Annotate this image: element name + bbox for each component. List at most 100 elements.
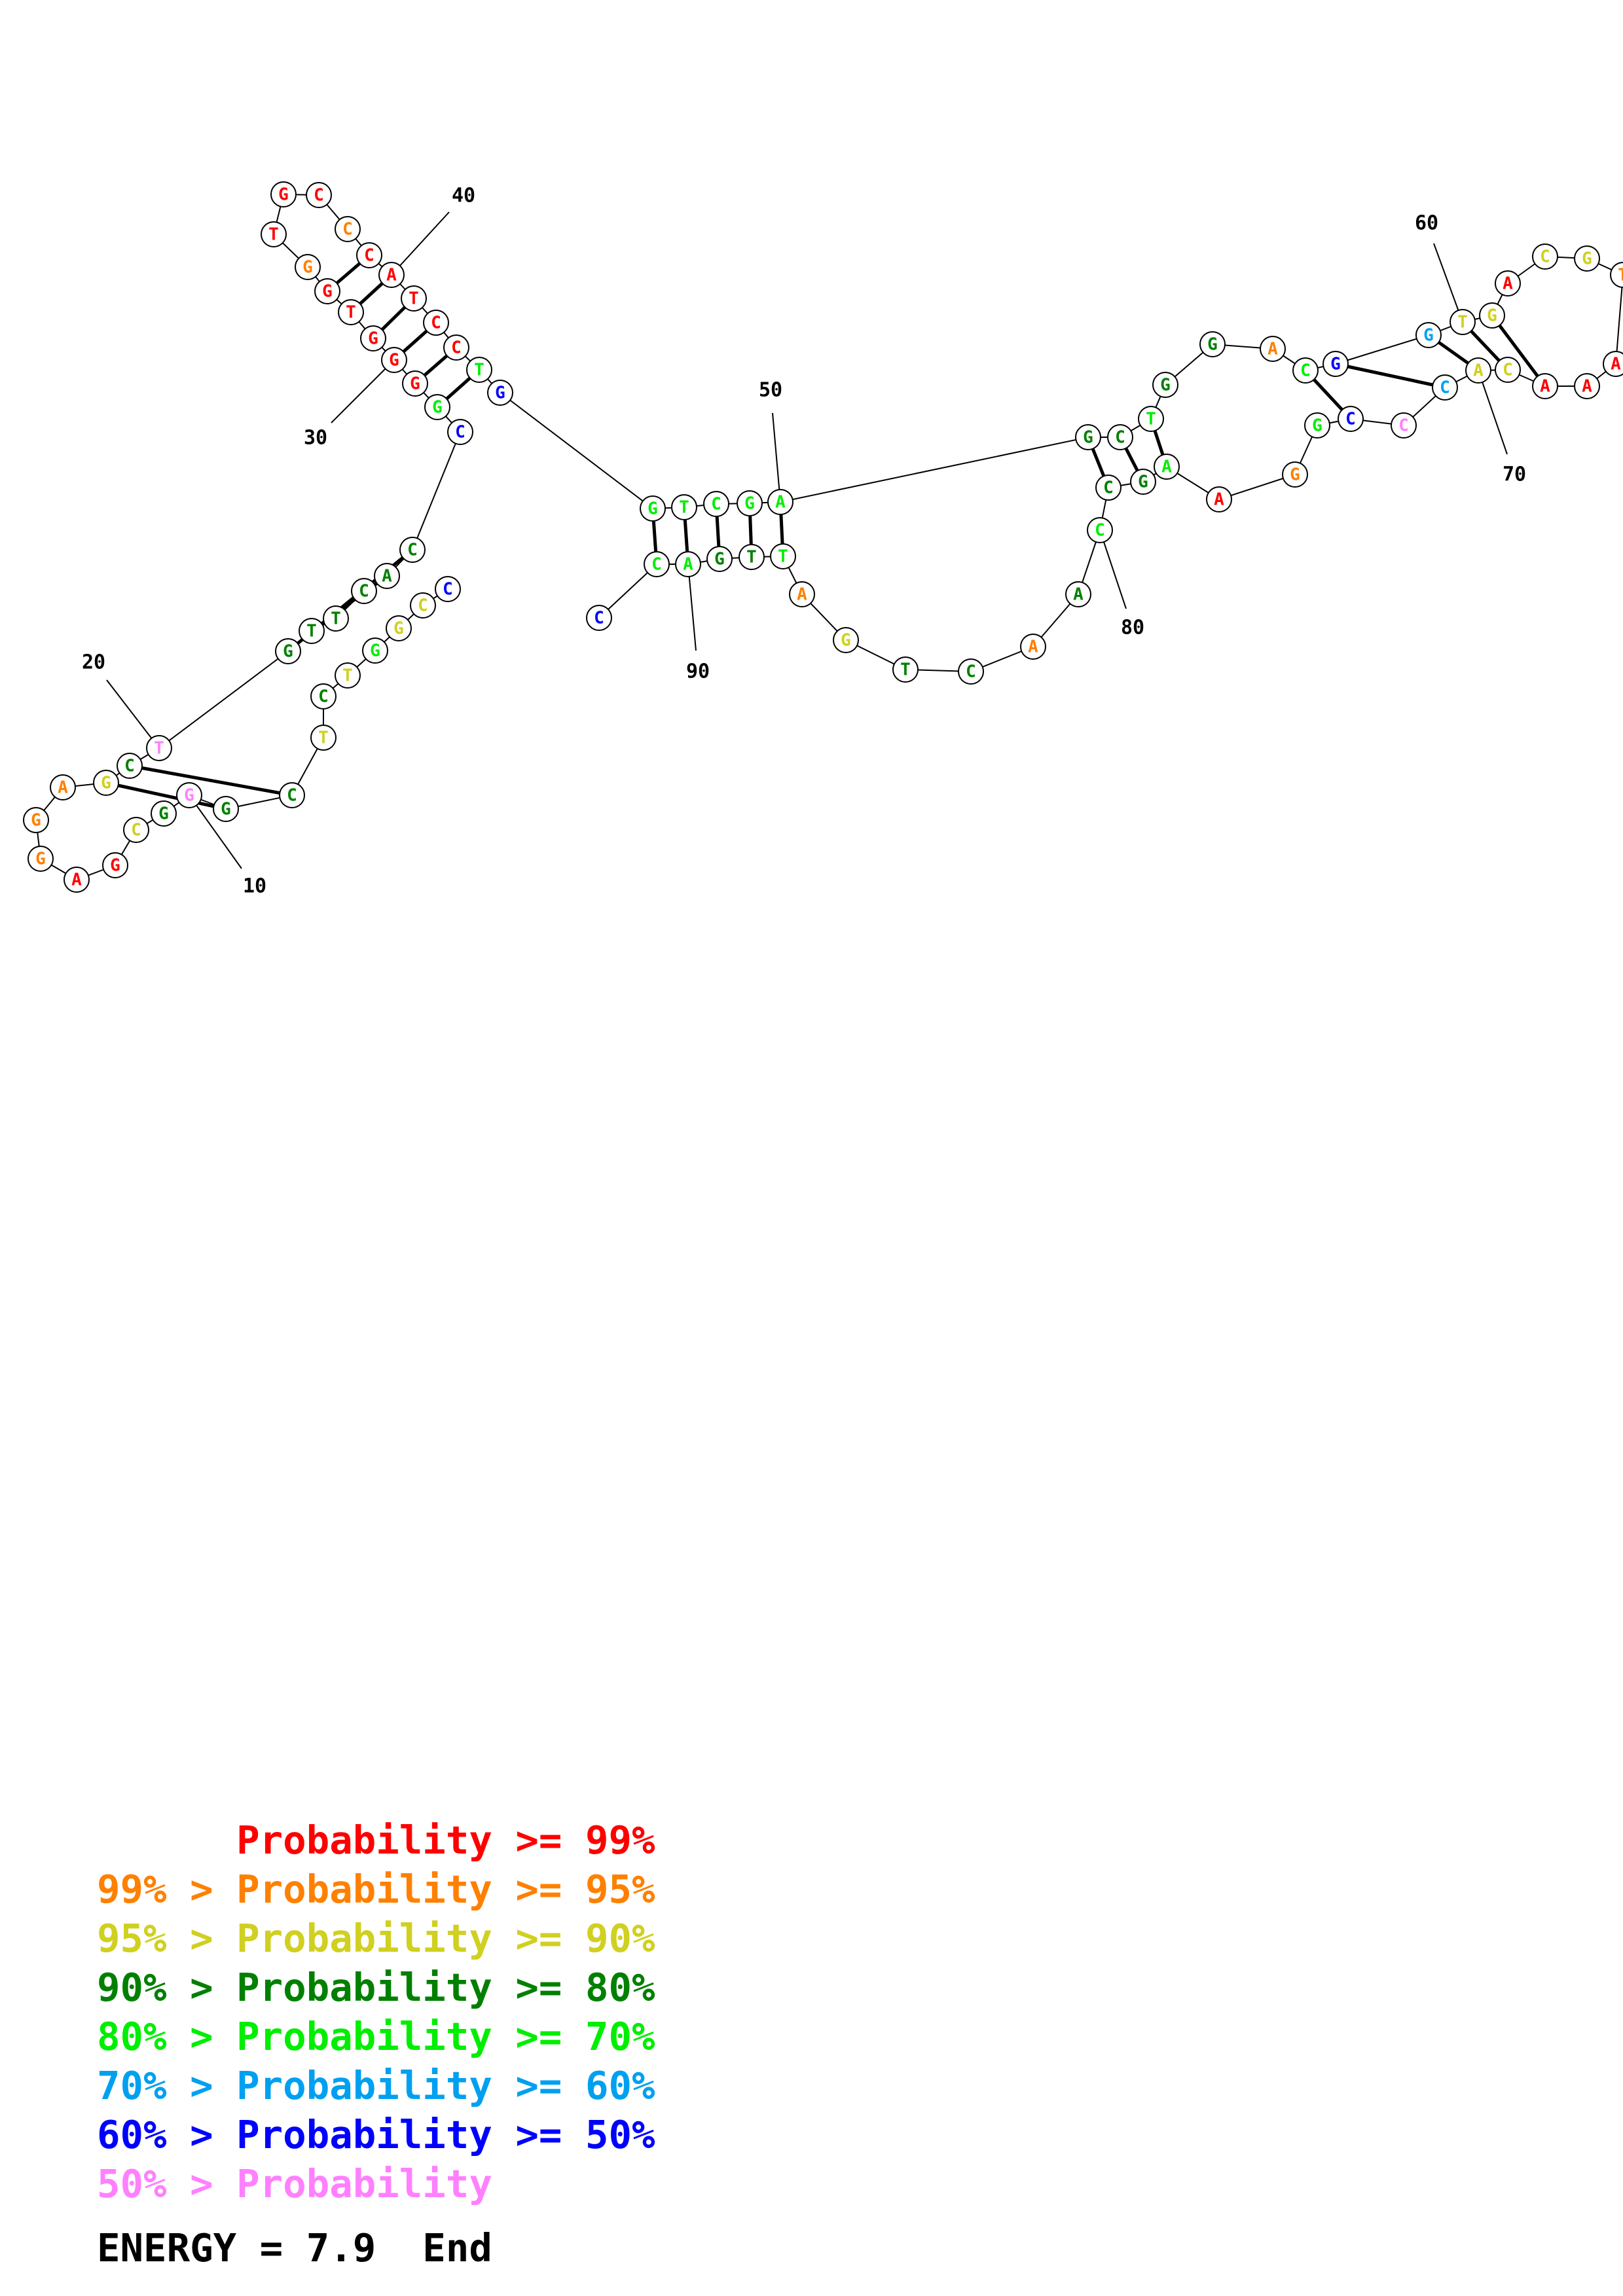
- nucleotide-letter: C: [1115, 428, 1125, 448]
- nucleotide-circle: [586, 605, 612, 631]
- nucleotide-letter: C: [451, 338, 462, 358]
- nucleotide-circle: [706, 546, 733, 572]
- nucleotide-letter: G: [31, 811, 41, 831]
- nucleotide-circle: [399, 537, 426, 563]
- nucleotide-circle: [1610, 262, 1623, 288]
- nucleotide: T: [335, 662, 361, 689]
- nucleotide-letter: C: [124, 757, 135, 776]
- nucleotide-circle: [295, 254, 321, 280]
- nucleotide-letter: T: [1618, 266, 1623, 285]
- nucleotide-circle: [466, 357, 492, 383]
- nucleotide-letter: G: [714, 550, 725, 569]
- nucleotide-circle: [335, 662, 361, 689]
- nucleotide-letter: G: [35, 850, 46, 869]
- nucleotide-circle: [675, 551, 701, 577]
- nucleotide-letter: C: [455, 423, 465, 442]
- nucleotide-circle: [640, 495, 666, 522]
- nucleotide-letter: C: [364, 246, 374, 266]
- nucleotide-circle: [1138, 406, 1164, 432]
- backbone-segment: [598, 564, 657, 619]
- nucleotide-letter: A: [1473, 361, 1484, 381]
- nucleotide-circle: [314, 278, 340, 304]
- nucleotide-letter: G: [1160, 376, 1171, 395]
- nucleotide: C: [703, 491, 729, 517]
- nucleotide-circle: [23, 807, 49, 833]
- backbone-segment: [1615, 274, 1623, 365]
- nucleotide-circle: [27, 846, 54, 872]
- nucleotide-circle: [1479, 302, 1505, 329]
- nucleotide-letter: T: [900, 660, 911, 680]
- nucleotide-circle: [401, 285, 427, 312]
- nucleotide-circle: [1391, 412, 1417, 439]
- nucleotide: T: [671, 494, 697, 520]
- nucleotide-circle: [64, 867, 90, 893]
- legend-row-low: 50% > Probability: [97, 2161, 492, 2206]
- nucleotide-letter: C: [418, 596, 428, 616]
- nucleotide-letter: A: [1611, 355, 1621, 374]
- nucleotide-circle: [381, 347, 407, 373]
- nucleotide-letter: C: [131, 821, 141, 840]
- nucleotide-circle: [374, 563, 400, 589]
- nucleotide-letter: A: [1214, 490, 1224, 510]
- nucleotide-circle: [1282, 461, 1308, 488]
- nucleotide-letter: C: [1440, 378, 1450, 398]
- tick-label: 70: [1503, 463, 1526, 486]
- nucleotide: G: [1415, 322, 1442, 348]
- nucleotide: C: [399, 537, 426, 563]
- tick-line: [189, 795, 242, 869]
- legend-row-99: Probability >= 99%: [97, 1818, 655, 1863]
- nucleotide-letter: A: [58, 778, 68, 798]
- nucleotide-circle: [335, 216, 361, 242]
- nucleotide-letter: G: [370, 641, 380, 661]
- nucleotide-letter: G: [410, 374, 420, 394]
- nucleotide: C: [586, 605, 612, 631]
- nucleotide-letter: G: [495, 384, 505, 403]
- legend-row-50: 60% > Probability >= 50%: [97, 2112, 655, 2157]
- nucleotide-circle: [1574, 373, 1600, 399]
- nucleotide-circle: [310, 725, 337, 751]
- nucleotide: C: [1095, 475, 1122, 501]
- nucleotide-circle: [1065, 581, 1091, 607]
- nucleotide: A: [675, 551, 701, 577]
- nucleotide: C: [410, 592, 436, 619]
- nucleotide-letter: C: [443, 580, 453, 600]
- nucleotide-circle: [1292, 357, 1319, 384]
- nucleotide-circle: [1130, 469, 1156, 495]
- nucleotide: C: [279, 782, 305, 808]
- nucleotide-circle: [279, 782, 305, 808]
- nucleotide: G: [213, 796, 239, 822]
- nucleotide: C: [1292, 357, 1319, 384]
- tick-line: [1478, 370, 1508, 455]
- nucleotide: G: [487, 380, 513, 406]
- tick-line: [1433, 243, 1463, 323]
- nucleotide-letter: G: [101, 774, 111, 793]
- nucleotide: G: [424, 394, 450, 420]
- nucleotide: C: [351, 578, 377, 604]
- nucleotide-letter: T: [679, 498, 689, 518]
- nucleotide-letter: G: [278, 185, 289, 205]
- nucleotide-circle: [93, 770, 119, 796]
- nucleotide-circle: [338, 299, 364, 325]
- backbone-segment: [412, 431, 461, 550]
- nucleotide-circle: [1338, 406, 1364, 432]
- nucleotide-circle: [1206, 486, 1232, 512]
- nucleotide-letter: C: [1300, 361, 1311, 381]
- nucleotide-letter: C: [1345, 410, 1356, 429]
- nucleotide-letter: C: [407, 541, 418, 560]
- nucleotide-circle: [102, 852, 128, 878]
- nucleotide-circle: [261, 221, 287, 247]
- nucleotide: A: [1574, 373, 1600, 399]
- legend-row-80: 90% > Probability >= 80%: [97, 1965, 655, 2010]
- nucleotide: G: [381, 347, 407, 373]
- nucleotide-circle: [1432, 374, 1458, 401]
- nucleotide-letter: C: [342, 220, 353, 240]
- nucleotide: G: [1304, 412, 1330, 439]
- nucleotide: C: [335, 216, 361, 242]
- legend-row-60: 70% > Probability >= 60%: [97, 2063, 655, 2108]
- nucleotide-circle: [351, 578, 377, 604]
- nucleotide: G: [102, 852, 128, 878]
- nucleotide-circle: [402, 370, 428, 397]
- nucleotide: A: [1065, 581, 1091, 607]
- nucleotide-circle: [1495, 357, 1521, 383]
- nucleotide: C: [1391, 412, 1417, 439]
